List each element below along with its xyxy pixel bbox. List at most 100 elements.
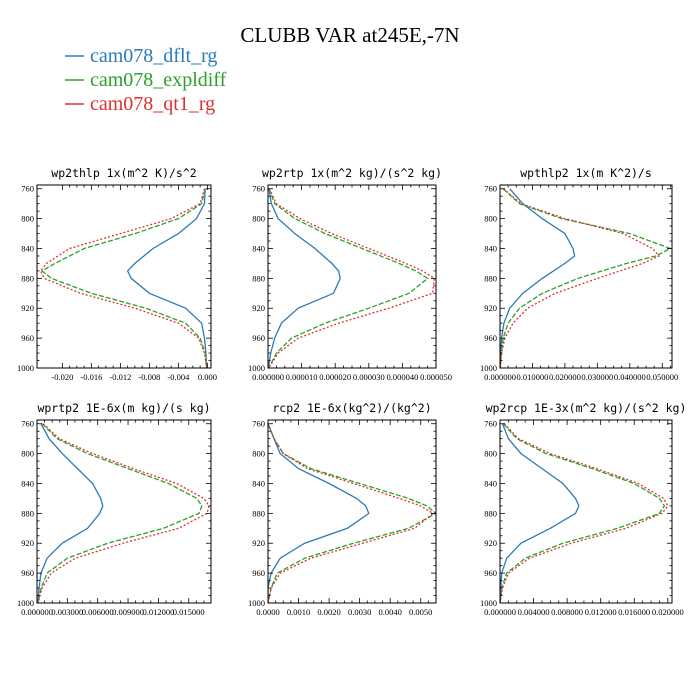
- plot-frame: [267, 419, 437, 604]
- y-tick-label: 960: [21, 568, 34, 578]
- y-tick-label: 920: [252, 303, 265, 313]
- legend-label: cam078_qt1_rg: [90, 93, 215, 115]
- y-tick-label: 880: [484, 508, 497, 518]
- series-line-cam078_expldiff: [268, 423, 436, 603]
- legend-label: cam078_dflt_rg: [90, 45, 217, 67]
- x-tick-label: 0.000000: [484, 372, 516, 382]
- x-tick-label: 0.010000: [517, 372, 549, 382]
- series-line-cam078_qt1_rg: [268, 188, 435, 368]
- y-tick-label: 960: [252, 333, 265, 343]
- y-tick-label: 760: [484, 184, 497, 194]
- figure-title: CLUBB VAR at245E,-7N: [240, 23, 459, 47]
- panel-title: wp2thlp 1x(m^2 K)/s^2: [51, 166, 196, 180]
- x-tick-label: 0.020000: [652, 607, 684, 617]
- y-tick-label: 1000: [480, 363, 497, 373]
- y-tick-label: 800: [484, 214, 497, 224]
- x-tick-label: -0.008: [138, 372, 160, 382]
- x-tick-label: -0.020: [51, 372, 73, 382]
- y-tick-label: 840: [484, 478, 497, 488]
- y-tick-label: 840: [252, 243, 265, 253]
- x-tick-label: -0.012: [109, 372, 131, 382]
- series-line-cam078_qt1_rg: [500, 423, 669, 603]
- y-tick-label: 920: [484, 538, 497, 548]
- x-tick-label: -0.016: [80, 372, 102, 382]
- x-tick-label: -0.004: [167, 372, 190, 382]
- x-tick-label: 0.000010: [286, 372, 318, 382]
- x-tick-label: 0.003000: [51, 607, 83, 617]
- y-tick-label: 760: [252, 419, 265, 429]
- x-tick-label: 0.0000: [256, 607, 279, 617]
- y-tick-label: 1000: [17, 598, 34, 608]
- x-tick-label: 0.020000: [549, 372, 581, 382]
- x-tick-label: 0.012000: [142, 607, 174, 617]
- y-tick-label: 880: [21, 508, 34, 518]
- x-tick-label: 0.012000: [585, 607, 617, 617]
- series-line-cam078_dflt_rg: [37, 423, 104, 603]
- x-tick-label: 0.009000: [112, 607, 144, 617]
- series-line-cam078_expldiff: [40, 188, 208, 368]
- legend-label: cam078_expldiff: [90, 69, 227, 91]
- x-tick-label: 0.000020: [319, 372, 351, 382]
- legend: cam078_dflt_rgcam078_expldiffcam078_qt1_…: [65, 45, 227, 115]
- series-line-cam078_dflt_rg: [500, 423, 580, 603]
- x-tick-label: 0.000000: [252, 372, 284, 382]
- y-tick-label: 1000: [248, 598, 265, 608]
- y-tick-label: 800: [484, 449, 497, 459]
- y-tick-label: 800: [21, 214, 34, 224]
- y-tick-label: 760: [252, 184, 265, 194]
- y-tick-label: 800: [21, 449, 34, 459]
- y-tick-label: 920: [484, 303, 497, 313]
- x-tick-label: 0.004000: [518, 607, 550, 617]
- x-tick-label: 0.030000: [581, 372, 613, 382]
- panel-3: wpthlp2 1x(m K^2)/s 760 800 840 880 920 960 100…: [480, 166, 678, 382]
- y-tick-label: 800: [252, 214, 265, 224]
- series-line-cam078_qt1_rg: [500, 188, 661, 368]
- plot-frame: [267, 184, 437, 369]
- x-tick-label: 0.006000: [82, 607, 114, 617]
- y-tick-label: 840: [21, 243, 34, 253]
- y-tick-label: 960: [484, 333, 497, 343]
- panel-6: wp2rcp 1E-3x(m^2 kg)/(s^2 kg) 760 800 840 88…: [480, 401, 686, 617]
- y-tick-label: 840: [21, 478, 34, 488]
- x-tick-label: 0.0040: [378, 607, 401, 617]
- y-tick-label: 800: [252, 449, 265, 459]
- panel-title: wp2rcp 1E-3x(m^2 kg)/(s^2 kg): [486, 401, 687, 415]
- y-tick-label: 760: [21, 419, 34, 429]
- x-tick-label: 0.0010: [287, 607, 310, 617]
- panel-title: wpthlp2 1x(m K^2)/s: [520, 166, 652, 180]
- y-tick-label: 920: [21, 303, 34, 313]
- x-tick-label: 0.008000: [551, 607, 583, 617]
- y-tick-label: 920: [21, 538, 34, 548]
- panel-title: rcp2 1E-6x(kg^2)/(kg^2): [272, 401, 431, 415]
- plot-frame: [499, 184, 673, 369]
- series-line-cam078_qt1_rg: [39, 188, 208, 368]
- x-tick-label: 0.0030: [348, 607, 371, 617]
- y-tick-label: 840: [484, 243, 497, 253]
- x-tick-label: 0.000050: [420, 372, 452, 382]
- y-tick-label: 760: [21, 184, 34, 194]
- y-tick-label: 880: [484, 273, 497, 283]
- series-line-cam078_qt1_rg: [37, 423, 210, 603]
- x-tick-label: 0.000: [198, 372, 217, 382]
- y-tick-label: 920: [252, 538, 265, 548]
- y-tick-label: 1000: [17, 363, 34, 373]
- series-line-cam078_qt1_rg: [268, 423, 435, 603]
- plot-frame: [36, 184, 212, 369]
- series-line-cam078_expldiff: [37, 423, 203, 603]
- y-tick-label: 760: [484, 419, 497, 429]
- y-tick-label: 840: [252, 478, 265, 488]
- series-line-cam078_expldiff: [268, 188, 429, 368]
- y-tick-label: 960: [252, 568, 265, 578]
- panel-title: wp2rtp 1x(m^2 kg)/(s^2 kg): [262, 166, 442, 180]
- panel-title: wprtp2 1E-6x(m kg)/(s kg): [37, 401, 210, 415]
- y-tick-label: 960: [21, 333, 34, 343]
- y-tick-label: 1000: [480, 598, 497, 608]
- plot-frame: [36, 419, 212, 604]
- series-line-cam078_dflt_rg: [500, 188, 576, 368]
- y-tick-label: 880: [252, 273, 265, 283]
- x-tick-label: 0.050000: [646, 372, 678, 382]
- panel-5: rcp2 1E-6x(kg^2)/(kg^2) 760 800 840 880 920 96…: [248, 401, 437, 617]
- series-line-cam078_dflt_rg: [126, 188, 208, 368]
- series-line-cam078_expldiff: [500, 188, 672, 368]
